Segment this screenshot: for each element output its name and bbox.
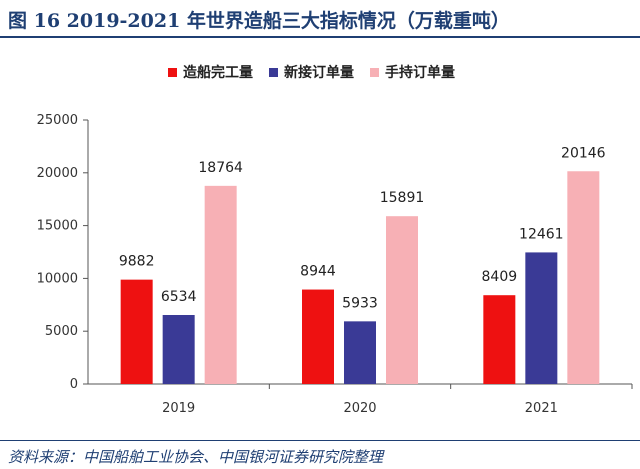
data-label: 8944 <box>300 264 336 280</box>
bar <box>302 289 334 384</box>
x-tick-label: 2021 <box>525 401 558 416</box>
data-label: 18764 <box>198 160 243 176</box>
x-tick-label: 2019 <box>162 401 195 416</box>
y-tick-label: 0 <box>70 377 78 392</box>
y-tick-label: 15000 <box>37 219 78 234</box>
figure-title: 图 16 2019-2021 年世界造船三大指标情况（万载重吨） <box>8 10 510 32</box>
legend-swatch-orderbook <box>370 67 379 77</box>
bar <box>344 321 376 384</box>
legend-swatch-completed <box>168 67 177 77</box>
data-label: 15891 <box>380 190 425 206</box>
legend-label-completed: 造船完工量 <box>183 65 253 81</box>
bar <box>162 315 195 384</box>
y-tick-label: 25000 <box>37 113 78 128</box>
title-divider <box>0 36 640 38</box>
bar <box>386 216 418 384</box>
data-label: 12461 <box>519 226 564 242</box>
legend-label-new-orders: 新接订单量 <box>284 65 354 81</box>
bar <box>204 185 237 384</box>
legend-item-completed: 造船完工量 <box>168 62 253 82</box>
data-label: 5933 <box>342 295 378 311</box>
bar <box>567 171 600 384</box>
bar <box>120 279 153 384</box>
source-note: 资料来源：中国船舶工业协会、中国银河证券研究院整理 <box>8 448 384 466</box>
legend: 造船完工量 新接订单量 手持订单量 <box>168 62 455 82</box>
y-tick-label: 10000 <box>37 271 78 286</box>
legend-swatch-new-orders <box>269 67 278 77</box>
y-tick-label: 5000 <box>45 324 78 339</box>
data-label: 8409 <box>482 269 518 285</box>
legend-label-orderbook: 手持订单量 <box>385 65 455 81</box>
legend-item-new-orders: 新接订单量 <box>269 62 354 82</box>
bar <box>525 252 558 384</box>
data-label: 9882 <box>119 254 155 270</box>
data-label: 6534 <box>161 289 197 305</box>
legend-item-orderbook: 手持订单量 <box>370 62 455 82</box>
bar <box>483 295 516 384</box>
data-label: 20146 <box>561 145 606 161</box>
x-tick-label: 2020 <box>343 401 376 416</box>
source-divider <box>0 440 640 441</box>
title-bar: 图 16 2019-2021 年世界造船三大指标情况（万载重吨） <box>0 0 640 36</box>
y-tick-label: 20000 <box>37 166 78 181</box>
